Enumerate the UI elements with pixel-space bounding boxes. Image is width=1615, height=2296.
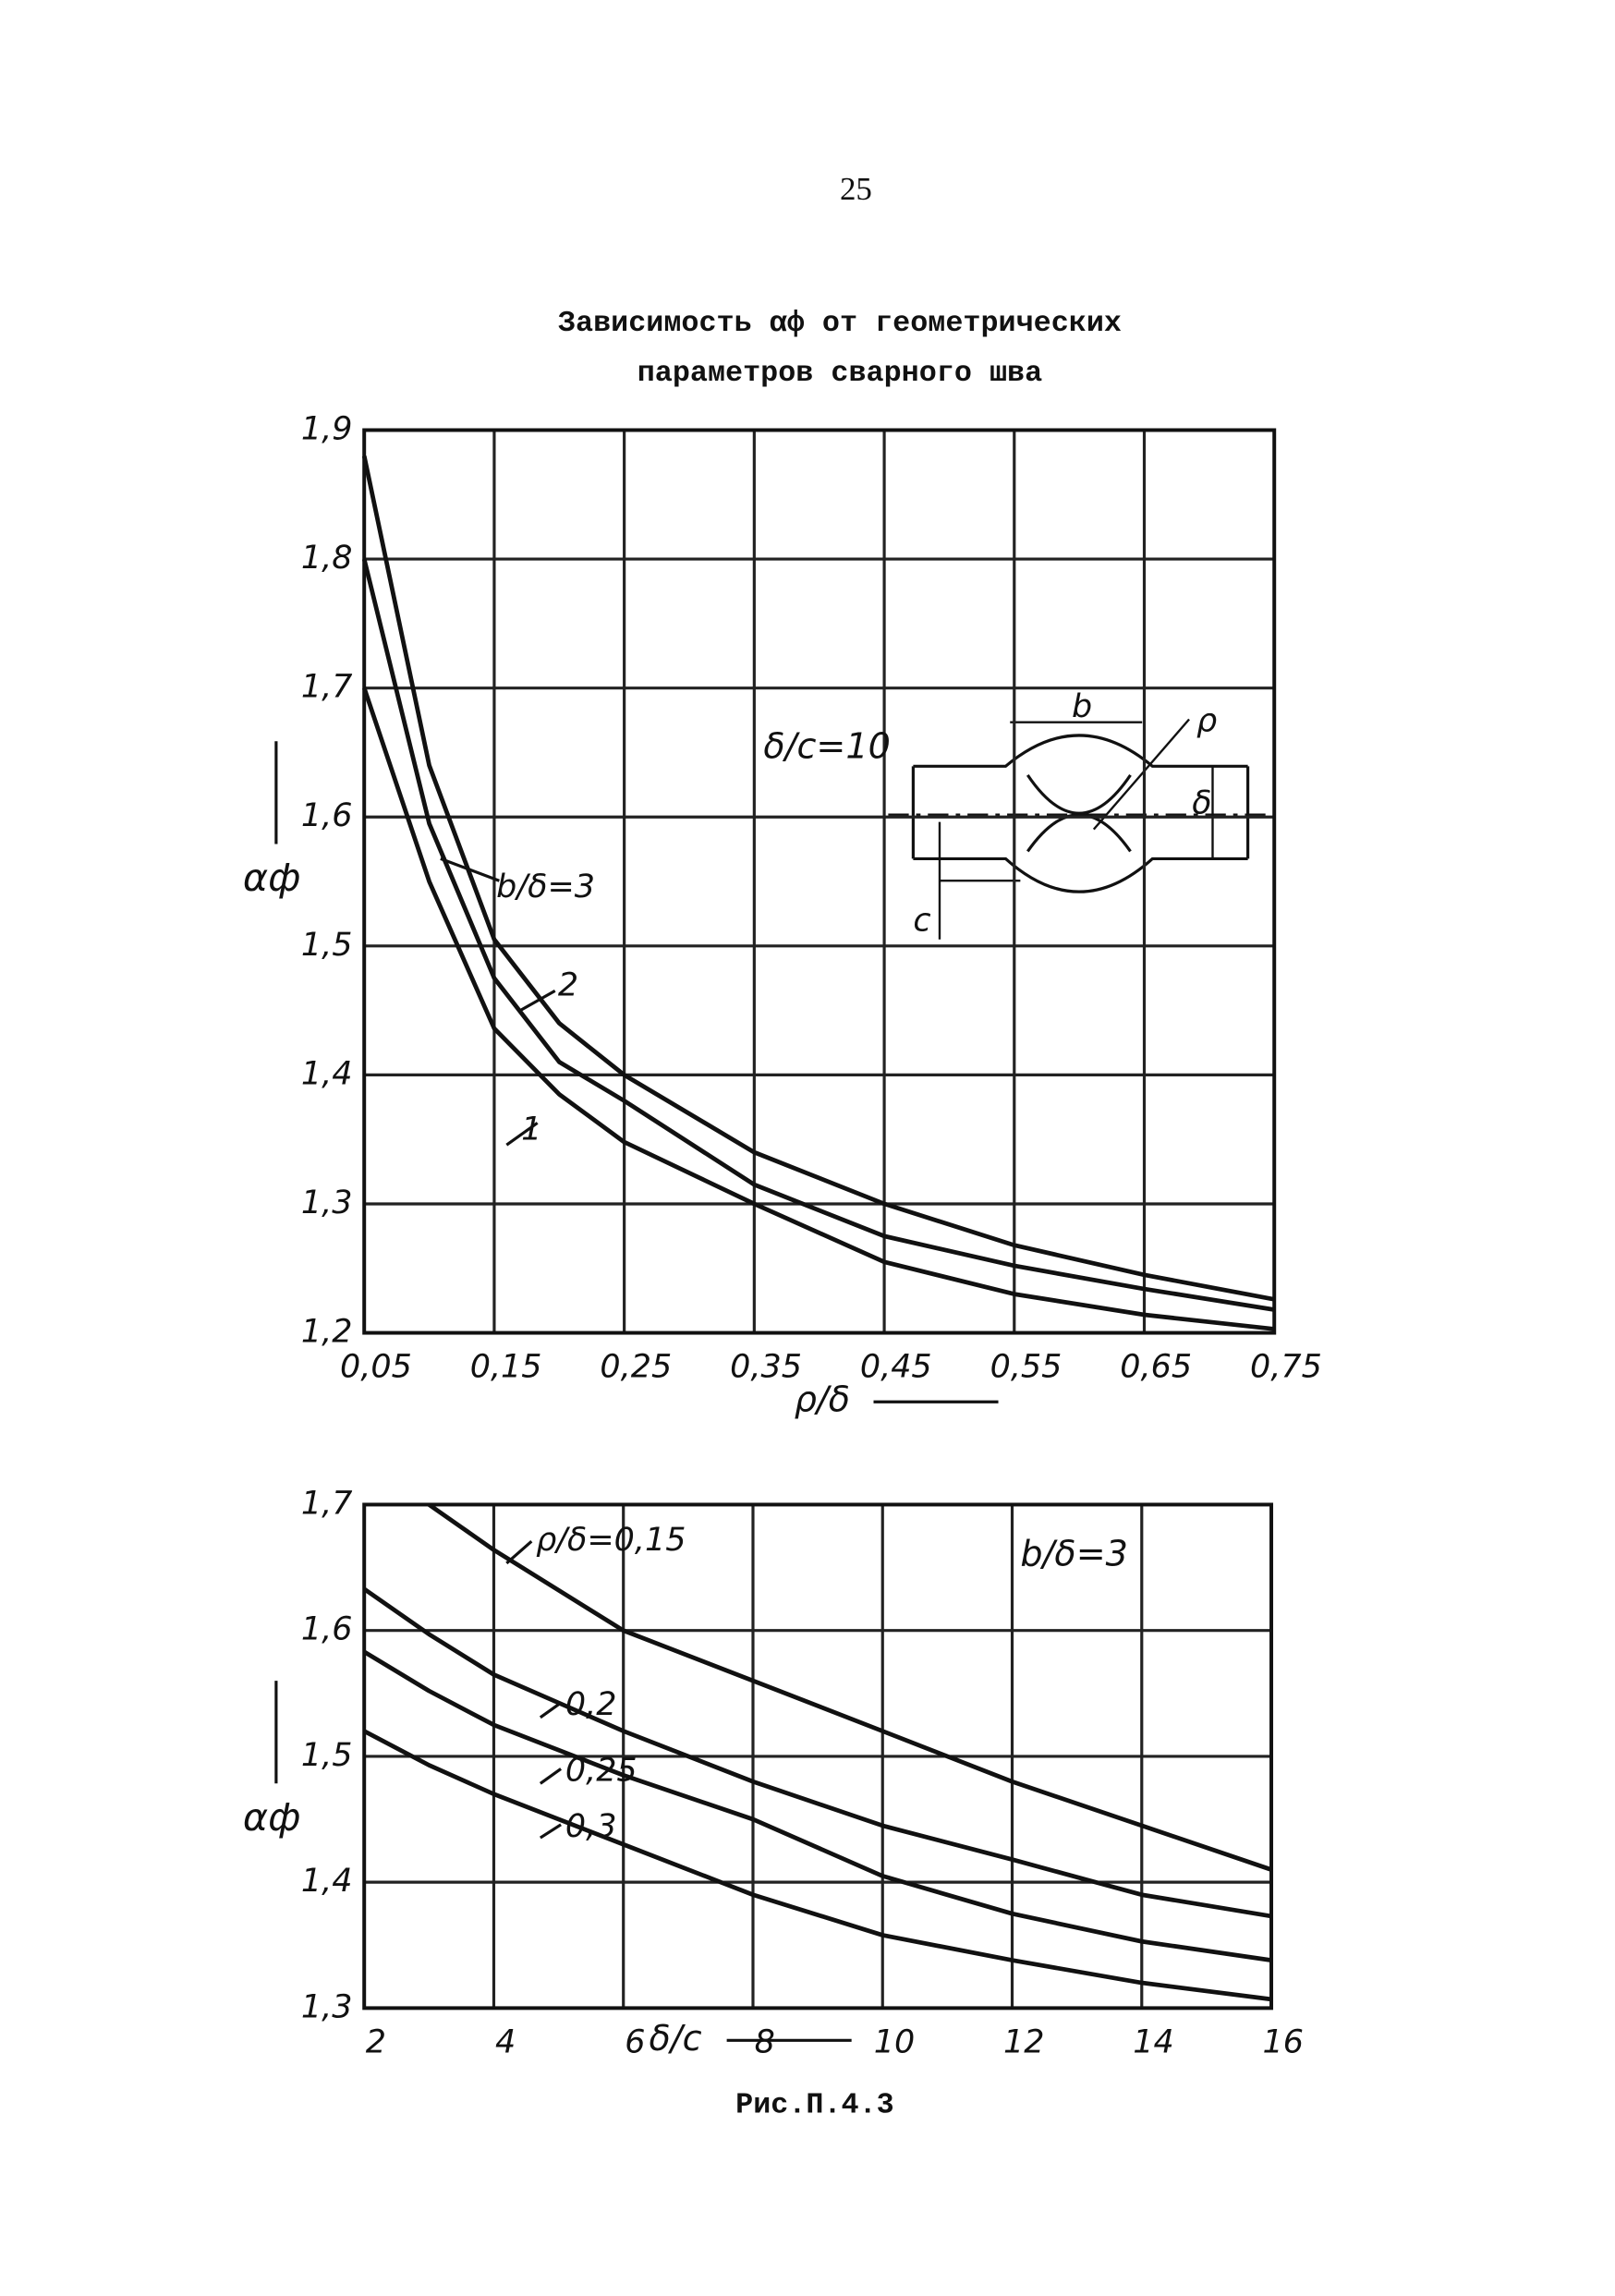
- series-line: [427, 1502, 1272, 1872]
- annotation: b/δ=3: [1020, 1534, 1128, 1574]
- series-line: [362, 1649, 1272, 1962]
- y-tick-label: 1,2: [301, 1314, 353, 1351]
- x-tick-label: 16: [1263, 2024, 1304, 2061]
- x-axis-label: ρ/δ: [795, 1379, 850, 1420]
- series-label: 2: [558, 967, 578, 1004]
- x-tick-label: 4: [495, 2024, 516, 2061]
- y-tick-label: 1,3: [301, 1988, 353, 2025]
- weld-sketch: [888, 718, 1266, 940]
- series-label: ρ/δ=0,15: [536, 1522, 686, 1559]
- series-line: [361, 558, 1275, 1312]
- title: Зависимость αф от геометрических: [558, 307, 1122, 340]
- plot-frame: [362, 428, 1277, 1335]
- series-label: b/δ=3: [496, 869, 595, 905]
- series-label: 0,3: [565, 1808, 617, 1845]
- y-tick-label: 1,7: [301, 669, 353, 706]
- inset-label: ρ: [1196, 703, 1217, 740]
- label-leader: [505, 1539, 533, 1565]
- y-axis-label: αф: [243, 856, 301, 900]
- y-tick-label: 1,9: [301, 410, 353, 447]
- x-tick-label: 0,45: [860, 1349, 932, 1386]
- x-tick-label: 0,75: [1250, 1349, 1322, 1386]
- x-tick-label: 0,25: [600, 1349, 672, 1386]
- x-tick-label: 8: [755, 2024, 775, 2061]
- y-tick-label: 1,7: [301, 1485, 353, 1522]
- x-axis-label: δ/c: [649, 2018, 701, 2059]
- label-leader: [539, 1823, 562, 1840]
- x-tick-label: 0,15: [470, 1349, 542, 1386]
- x-tick-label: 6: [625, 2024, 645, 2061]
- x-tick-label: 2: [366, 2024, 386, 2061]
- series-label: 1: [521, 1111, 541, 1148]
- page-number: 25: [840, 171, 872, 207]
- y-tick-label: 1,6: [301, 797, 353, 834]
- caption: Рис.П.4.3: [735, 2089, 894, 2122]
- inset-label: δ: [1192, 785, 1211, 822]
- x-tick-label: 0,55: [990, 1349, 1062, 1386]
- x-tick-label: 0,05: [340, 1349, 412, 1386]
- series-label: 0,25: [565, 1753, 638, 1790]
- y-tick-label: 1,6: [301, 1611, 353, 1648]
- annotation: δ/c=10: [763, 726, 891, 767]
- inset-label: b: [1072, 688, 1092, 725]
- x-tick-label: 12: [1003, 2024, 1044, 2061]
- inset-label: c: [913, 903, 930, 940]
- series-line: [362, 1586, 1272, 1919]
- y-tick-label: 1,5: [301, 1737, 353, 1774]
- y-tick-label: 1,4: [301, 1055, 353, 1092]
- label-leader: [440, 856, 500, 882]
- y-tick-label: 1,3: [301, 1184, 353, 1221]
- x-tick-label: 10: [874, 2024, 915, 2061]
- y-axis-label: αф: [243, 1795, 301, 1840]
- x-tick-label: 0,65: [1120, 1349, 1192, 1386]
- y-tick-label: 1,4: [301, 1863, 353, 1900]
- series-line: [363, 1729, 1272, 2002]
- label-leader: [539, 1768, 563, 1785]
- series-line: [361, 686, 1275, 1331]
- x-tick-label: 0,35: [730, 1349, 802, 1386]
- series-label: 0,2: [565, 1686, 617, 1723]
- label-leader: [539, 1701, 563, 1719]
- label-leader: [520, 990, 556, 1012]
- plot-frame: [362, 1502, 1274, 2011]
- y-tick-label: 1,5: [301, 927, 353, 964]
- label-leader: [505, 1122, 539, 1147]
- x-tick-label: 14: [1133, 2024, 1173, 2061]
- y-tick-label: 1,8: [301, 540, 353, 577]
- title: параметров сварного шва: [638, 357, 1042, 390]
- series-line: [361, 455, 1275, 1302]
